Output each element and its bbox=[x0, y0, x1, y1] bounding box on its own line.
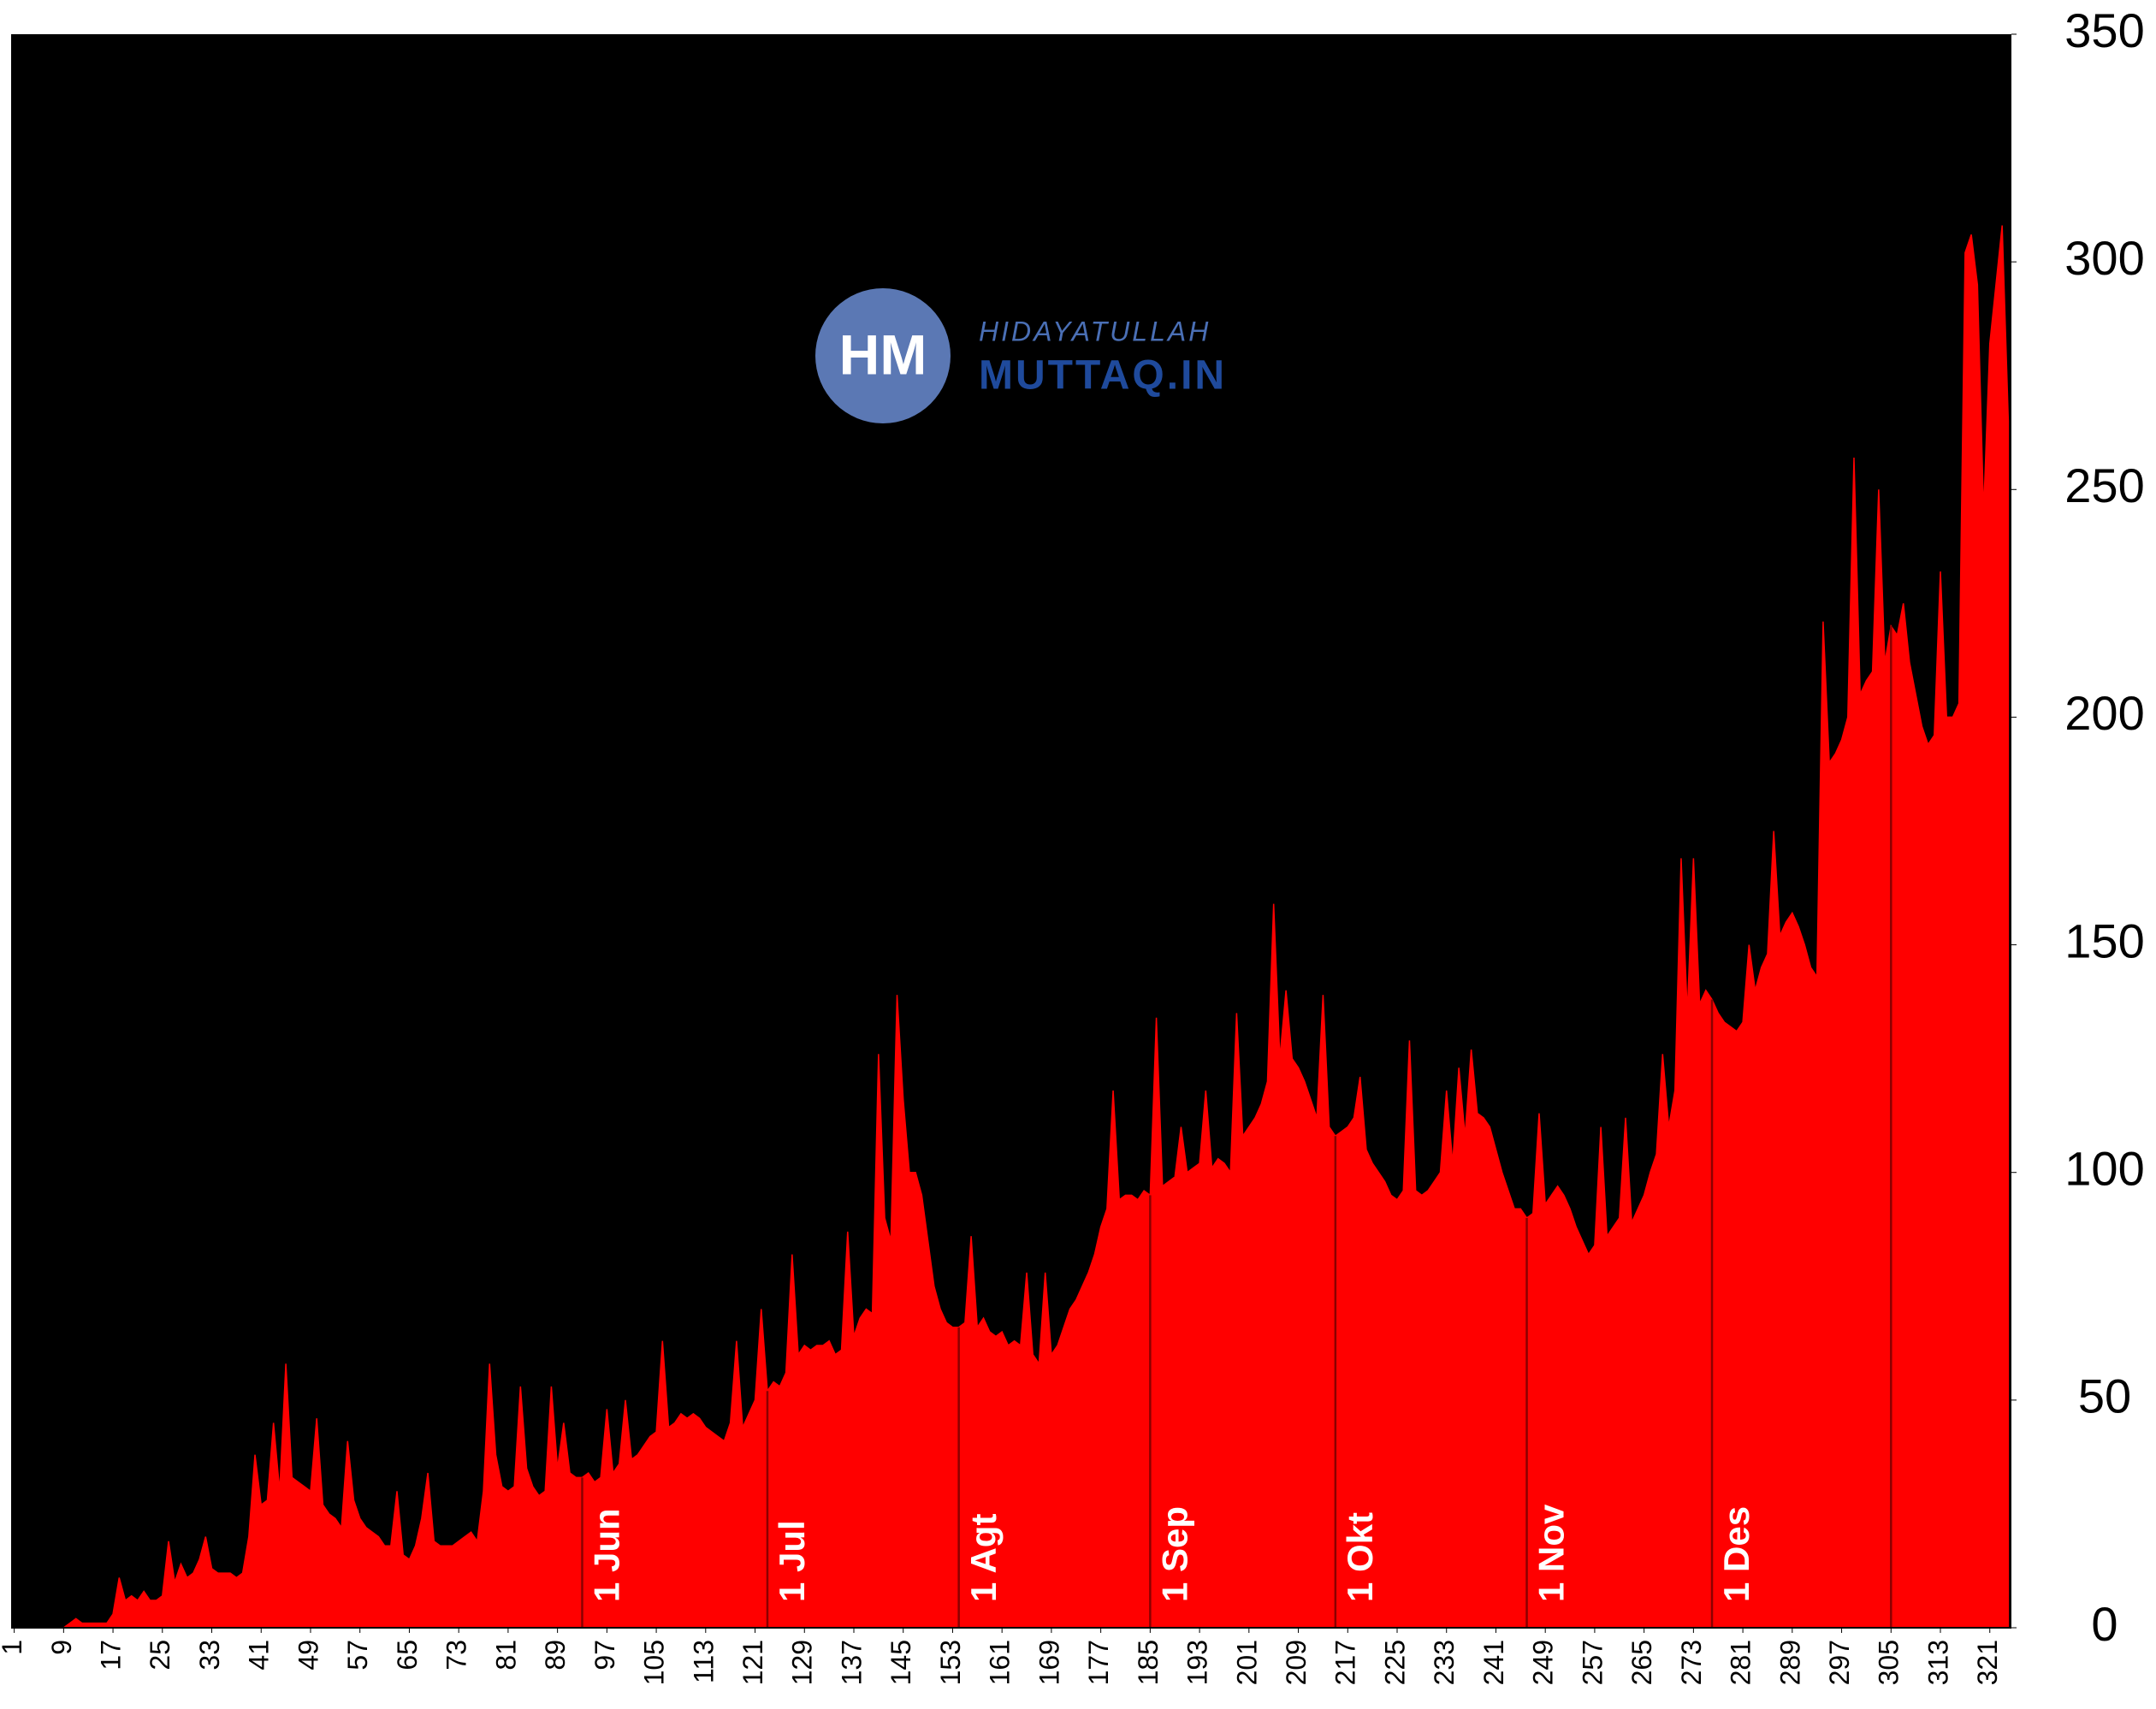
area bbox=[14, 225, 2010, 1629]
x-tick-label: 145 bbox=[886, 1640, 916, 1685]
x-tick-label: 57 bbox=[342, 1640, 373, 1671]
x-tick-label: 241 bbox=[1478, 1640, 1509, 1685]
logo-line2: MUTTAQ.IN bbox=[979, 353, 1227, 399]
x-tick-label: 193 bbox=[1182, 1640, 1213, 1685]
y-tick-label: 250 bbox=[2064, 458, 2144, 512]
x-tick-label: 289 bbox=[1774, 1640, 1805, 1685]
x-tick-label: 177 bbox=[1083, 1640, 1114, 1685]
x-tick-label: 273 bbox=[1676, 1640, 1707, 1685]
x-tick-label: 321 bbox=[1972, 1640, 2003, 1685]
x-tick-label: 185 bbox=[1133, 1640, 1164, 1685]
x-tick-label: 169 bbox=[1034, 1640, 1064, 1685]
x-tick-label: 49 bbox=[293, 1640, 323, 1671]
x-tick-label: 121 bbox=[737, 1640, 768, 1685]
x-tick-label: 89 bbox=[540, 1640, 571, 1671]
x-tick-label: 25 bbox=[145, 1640, 175, 1671]
x-tick-label: 153 bbox=[935, 1640, 966, 1685]
x-tick-label: 161 bbox=[985, 1640, 1016, 1685]
x-tick-label: 225 bbox=[1379, 1640, 1410, 1685]
month-label: 1 Des bbox=[1716, 1506, 1756, 1602]
x-tick-label: 73 bbox=[441, 1640, 472, 1671]
x-tick-label: 137 bbox=[836, 1640, 867, 1685]
y-tick-label: 100 bbox=[2064, 1142, 2144, 1196]
x-tick-label: 113 bbox=[688, 1640, 719, 1683]
x-tick-label: 81 bbox=[490, 1640, 521, 1671]
x-tick-label: 1 bbox=[0, 1640, 27, 1655]
x-tick-label: 129 bbox=[787, 1640, 818, 1685]
x-tick-label: 17 bbox=[96, 1640, 127, 1671]
y-tick-label: 150 bbox=[2064, 914, 2144, 967]
y-tick-label: 350 bbox=[2064, 3, 2144, 57]
x-tick-label: 217 bbox=[1330, 1640, 1361, 1685]
x-tick-label: 105 bbox=[639, 1640, 670, 1685]
x-tick-label: 201 bbox=[1231, 1640, 1262, 1685]
x-tick-label: 297 bbox=[1824, 1640, 1855, 1685]
month-label: 1 Okt bbox=[1340, 1512, 1380, 1602]
month-label: 1 Jul bbox=[772, 1520, 812, 1602]
x-tick-label: 313 bbox=[1922, 1640, 1953, 1685]
y-tick-label: 300 bbox=[2064, 231, 2144, 285]
logo-circle bbox=[815, 288, 951, 423]
x-tick-label: 9 bbox=[46, 1640, 77, 1655]
month-label: 1 Nov bbox=[1531, 1504, 1572, 1602]
x-tick-label: 281 bbox=[1726, 1640, 1756, 1685]
month-label: 1 Jun bbox=[587, 1508, 627, 1602]
logo-line1: HIDAYATULLAH bbox=[979, 316, 1211, 346]
month-label: 1 Sep bbox=[1154, 1506, 1194, 1602]
y-tick-label: 200 bbox=[2064, 686, 2144, 740]
x-tick-label: 249 bbox=[1528, 1640, 1559, 1685]
x-tick-label: 97 bbox=[589, 1640, 620, 1671]
x-tick-label: 233 bbox=[1429, 1640, 1460, 1685]
x-tick-label: 209 bbox=[1281, 1640, 1312, 1685]
y-tick-label: 50 bbox=[2078, 1369, 2131, 1423]
logo-initials: HM bbox=[839, 322, 927, 386]
logo: HM HIDAYATULLAH MUTTAQ.IN bbox=[815, 288, 1227, 423]
x-tick-label: 33 bbox=[194, 1640, 225, 1671]
x-tick-label: 257 bbox=[1577, 1640, 1608, 1685]
x-tick-label: 65 bbox=[392, 1640, 423, 1671]
y-tick-label: 0 bbox=[2091, 1597, 2118, 1651]
month-label: 1 Agt bbox=[963, 1514, 1004, 1602]
x-tick-label: 265 bbox=[1626, 1640, 1657, 1685]
x-tick-label: 41 bbox=[244, 1640, 275, 1671]
x-tick-label: 305 bbox=[1874, 1640, 1904, 1685]
